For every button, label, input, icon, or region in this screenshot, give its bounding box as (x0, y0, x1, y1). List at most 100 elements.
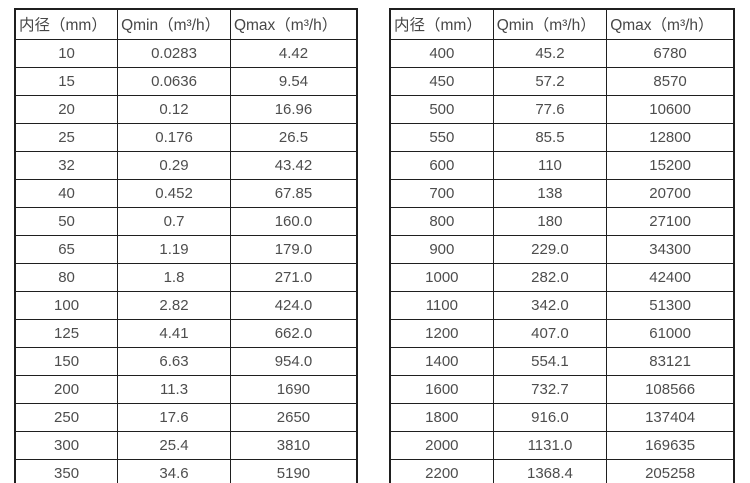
header-qmax: Qmax（m³/h） (606, 8, 735, 40)
table-row: 100 2.82 424.0 (14, 290, 358, 320)
table-row: 800 180 27100 (389, 206, 735, 236)
table-row: 80 1.8 271.0 (14, 262, 358, 292)
table-cell: 34300 (606, 234, 735, 264)
table-cell: 45.2 (492, 38, 608, 68)
table-cell: 9.54 (229, 66, 358, 96)
table-row: 500 77.6 10600 (389, 94, 735, 124)
table-cell: 1.8 (117, 262, 231, 292)
table-cell: 424.0 (229, 290, 358, 320)
table-cell: 282.0 (492, 262, 608, 292)
table-cell: 20 (14, 94, 119, 124)
table-cell: 15 (14, 66, 119, 96)
table-cell: 554.1 (492, 346, 608, 376)
table-cell: 271.0 (229, 262, 358, 292)
table-row: 25 0.176 26.5 (14, 122, 358, 152)
table-cell: 400 (389, 38, 494, 68)
table-cell: 200 (14, 374, 119, 404)
table-cell: 138 (492, 178, 608, 208)
table-cell: 77.6 (492, 94, 608, 124)
table-cell: 25.4 (117, 430, 231, 460)
table-cell: 1600 (389, 374, 494, 404)
table-cell: 2650 (229, 402, 358, 432)
table-row: 150 6.63 954.0 (14, 346, 358, 376)
table-row: 1000 282.0 42400 (389, 262, 735, 292)
table-cell: 100 (14, 290, 119, 320)
table-cell: 1400 (389, 346, 494, 376)
table-cell: 2000 (389, 430, 494, 460)
table-cell: 800 (389, 206, 494, 236)
table-cell: 26.5 (229, 122, 358, 152)
header-qmax: Qmax（m³/h） (229, 8, 358, 40)
table-cell: 342.0 (492, 290, 608, 320)
flow-table-small-diameter: 内径（mm） Qmin（m³/h） Qmax（m³/h） 10 0.0283 4.4… (14, 8, 358, 483)
table-body: 400 45.2 6780 450 57.2 8570 500 77.6 10600 550 85.… (389, 38, 735, 483)
table-cell: 2200 (389, 458, 494, 483)
table-cell: 6.63 (117, 346, 231, 376)
table-row: 2000 1131.0 169635 (389, 430, 735, 460)
table-cell: 10 (14, 38, 119, 68)
table-row: 1200 407.0 61000 (389, 318, 735, 348)
table-row: 125 4.41 662.0 (14, 318, 358, 348)
table-cell: 137404 (606, 402, 735, 432)
table-cell: 11.3 (117, 374, 231, 404)
table-cell: 160.0 (229, 206, 358, 236)
table-cell: 900 (389, 234, 494, 264)
table-row: 1400 554.1 83121 (389, 346, 735, 376)
table-cell: 40 (14, 178, 119, 208)
table-row: 1800 916.0 137404 (389, 402, 735, 432)
table-row: 20 0.12 16.96 (14, 94, 358, 124)
table-row: 1600 732.7 108566 (389, 374, 735, 404)
table-cell: 32 (14, 150, 119, 180)
table-cell: 0.452 (117, 178, 231, 208)
table-row: 200 11.3 1690 (14, 374, 358, 404)
table-cell: 6780 (606, 38, 735, 68)
table-row: 900 229.0 34300 (389, 234, 735, 264)
table-cell: 500 (389, 94, 494, 124)
table-cell: 125 (14, 318, 119, 348)
table-row: 300 25.4 3810 (14, 430, 358, 460)
table-cell: 1000 (389, 262, 494, 292)
header-qmin: Qmin（m³/h） (117, 8, 231, 40)
table-cell: 5190 (229, 458, 358, 483)
table-cell: 229.0 (492, 234, 608, 264)
table-row: 400 45.2 6780 (389, 38, 735, 68)
table-cell: 17.6 (117, 402, 231, 432)
table-cell: 8570 (606, 66, 735, 96)
table-cell: 51300 (606, 290, 735, 320)
table-cell: 662.0 (229, 318, 358, 348)
table-cell: 1100 (389, 290, 494, 320)
table-cell: 0.29 (117, 150, 231, 180)
flow-table-large-diameter: 内径（mm） Qmin（m³/h） Qmax（m³/h） 400 45.2 6780… (389, 8, 735, 483)
table-cell: 916.0 (492, 402, 608, 432)
table-cell: 0.0283 (117, 38, 231, 68)
table-row: 700 138 20700 (389, 178, 735, 208)
table-cell: 169635 (606, 430, 735, 460)
table-cell: 1131.0 (492, 430, 608, 460)
table-row: 15 0.0636 9.54 (14, 66, 358, 96)
table-cell: 1200 (389, 318, 494, 348)
table-cell: 732.7 (492, 374, 608, 404)
table-cell: 42400 (606, 262, 735, 292)
table-cell: 83121 (606, 346, 735, 376)
table-row: 32 0.29 43.42 (14, 150, 358, 180)
table-cell: 407.0 (492, 318, 608, 348)
table-cell: 57.2 (492, 66, 608, 96)
table-cell: 179.0 (229, 234, 358, 264)
table-cell: 1800 (389, 402, 494, 432)
table-row: 250 17.6 2650 (14, 402, 358, 432)
table-cell: 43.42 (229, 150, 358, 180)
table-cell: 1.19 (117, 234, 231, 264)
table-cell: 600 (389, 150, 494, 180)
header-row: 内径（mm） Qmin（m³/h） Qmax（m³/h） (14, 8, 358, 40)
table-cell: 34.6 (117, 458, 231, 483)
table-row: 2200 1368.4 205258 (389, 458, 735, 483)
table-cell: 12800 (606, 122, 735, 152)
table-cell: 4.42 (229, 38, 358, 68)
table-row: 550 85.5 12800 (389, 122, 735, 152)
table-cell: 50 (14, 206, 119, 236)
table-cell: 550 (389, 122, 494, 152)
table-cell: 250 (14, 402, 119, 432)
table-cell: 1368.4 (492, 458, 608, 483)
header-row: 内径（mm） Qmin（m³/h） Qmax（m³/h） (389, 8, 735, 40)
